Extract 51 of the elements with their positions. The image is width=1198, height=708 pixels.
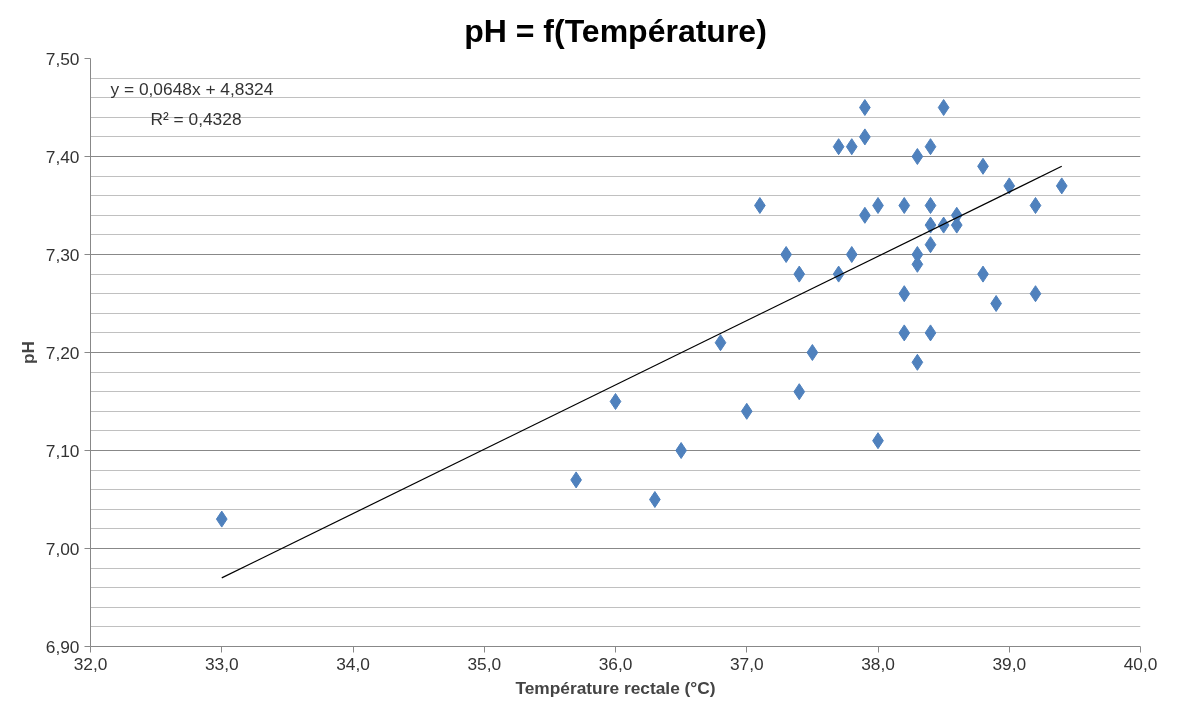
point (609, 393, 622, 410)
x-tick-label: 35,0 (467, 653, 502, 674)
chart-title: pH = f(Température) (464, 12, 767, 49)
point (872, 197, 884, 214)
x-tick-label: 39,0 (992, 653, 1027, 674)
x-tick-label: 36,0 (598, 653, 633, 674)
x-axis-title: Température rectale (°C) (515, 677, 716, 698)
point (1055, 177, 1068, 195)
x-tick-label: 37,0 (729, 653, 764, 674)
point (924, 216, 937, 234)
point (793, 383, 806, 401)
y-axis-title: pH (17, 340, 38, 365)
point (924, 138, 937, 156)
point (911, 148, 924, 165)
y-tick-label: 7,20 (45, 342, 80, 363)
point (845, 246, 858, 263)
y-tick-label: 7,50 (45, 48, 80, 69)
point (898, 285, 911, 303)
y-tick-label: 7,30 (45, 244, 80, 265)
point (924, 324, 937, 342)
x-tick-label: 34,0 (336, 653, 370, 674)
y-tick-label: 7,00 (45, 538, 80, 559)
point (1003, 177, 1016, 195)
point (215, 510, 228, 528)
point (898, 324, 911, 342)
point (780, 246, 792, 263)
point (714, 334, 727, 352)
annotation: y = 0,0648x + 4,8324 (110, 78, 274, 99)
point (937, 99, 950, 116)
point (990, 295, 1002, 312)
x-tick-label: 38,0 (861, 653, 895, 674)
point (1029, 285, 1042, 303)
point (924, 236, 937, 254)
point (911, 353, 924, 371)
point (1029, 197, 1042, 214)
point (859, 99, 871, 116)
point (675, 442, 687, 459)
point (649, 491, 661, 508)
point (898, 197, 911, 214)
annotation: R² = 0,4328 (150, 108, 242, 129)
point (924, 197, 937, 214)
point (740, 402, 753, 420)
y-tick-label: 7,10 (45, 440, 80, 461)
point (806, 344, 819, 361)
x-tick-label: 40,0 (1123, 653, 1158, 674)
point (793, 265, 806, 283)
point (845, 138, 858, 156)
point (754, 197, 766, 214)
point (832, 138, 845, 156)
x-tick-label: 33,0 (204, 653, 239, 674)
y-tick-label: 7,40 (45, 146, 80, 167)
